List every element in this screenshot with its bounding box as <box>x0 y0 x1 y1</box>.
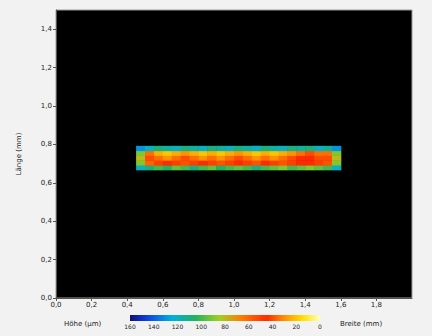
svg-text:0,6: 0,6 <box>157 301 169 309</box>
svg-text:0,8: 0,8 <box>193 301 204 309</box>
svg-text:0,6: 0,6 <box>41 179 53 187</box>
svg-text:60: 60 <box>245 323 253 330</box>
svg-text:0,0: 0,0 <box>50 301 61 309</box>
svg-text:0,0: 0,0 <box>40 294 52 302</box>
svg-text:1,8: 1,8 <box>371 301 382 309</box>
svg-text:140: 140 <box>148 323 160 330</box>
svg-text:120: 120 <box>172 323 184 330</box>
svg-text:0: 0 <box>318 323 322 330</box>
svg-text:100: 100 <box>196 323 208 330</box>
svg-text:0,4: 0,4 <box>41 217 53 225</box>
svg-text:0,2: 0,2 <box>41 256 52 264</box>
svg-text:1,0: 1,0 <box>41 102 52 110</box>
svg-text:1,0: 1,0 <box>228 301 239 309</box>
svg-text:80: 80 <box>221 323 229 330</box>
svg-text:1,4: 1,4 <box>300 301 312 309</box>
svg-text:0,8: 0,8 <box>41 140 52 148</box>
svg-text:1,2: 1,2 <box>264 301 275 309</box>
svg-text:Höhe (µm): Höhe (µm) <box>64 320 102 328</box>
svg-text:1,2: 1,2 <box>41 64 52 72</box>
svg-text:Breite (mm): Breite (mm) <box>340 320 382 328</box>
svg-text:40: 40 <box>269 323 277 330</box>
svg-text:0,4: 0,4 <box>122 301 134 309</box>
svg-text:160: 160 <box>124 323 136 330</box>
svg-text:0,2: 0,2 <box>86 301 97 309</box>
svg-text:1,4: 1,4 <box>41 25 53 33</box>
svg-text:20: 20 <box>292 323 300 330</box>
svg-text:Länge (mm): Länge (mm) <box>15 132 23 175</box>
svg-text:1,6: 1,6 <box>335 301 347 309</box>
